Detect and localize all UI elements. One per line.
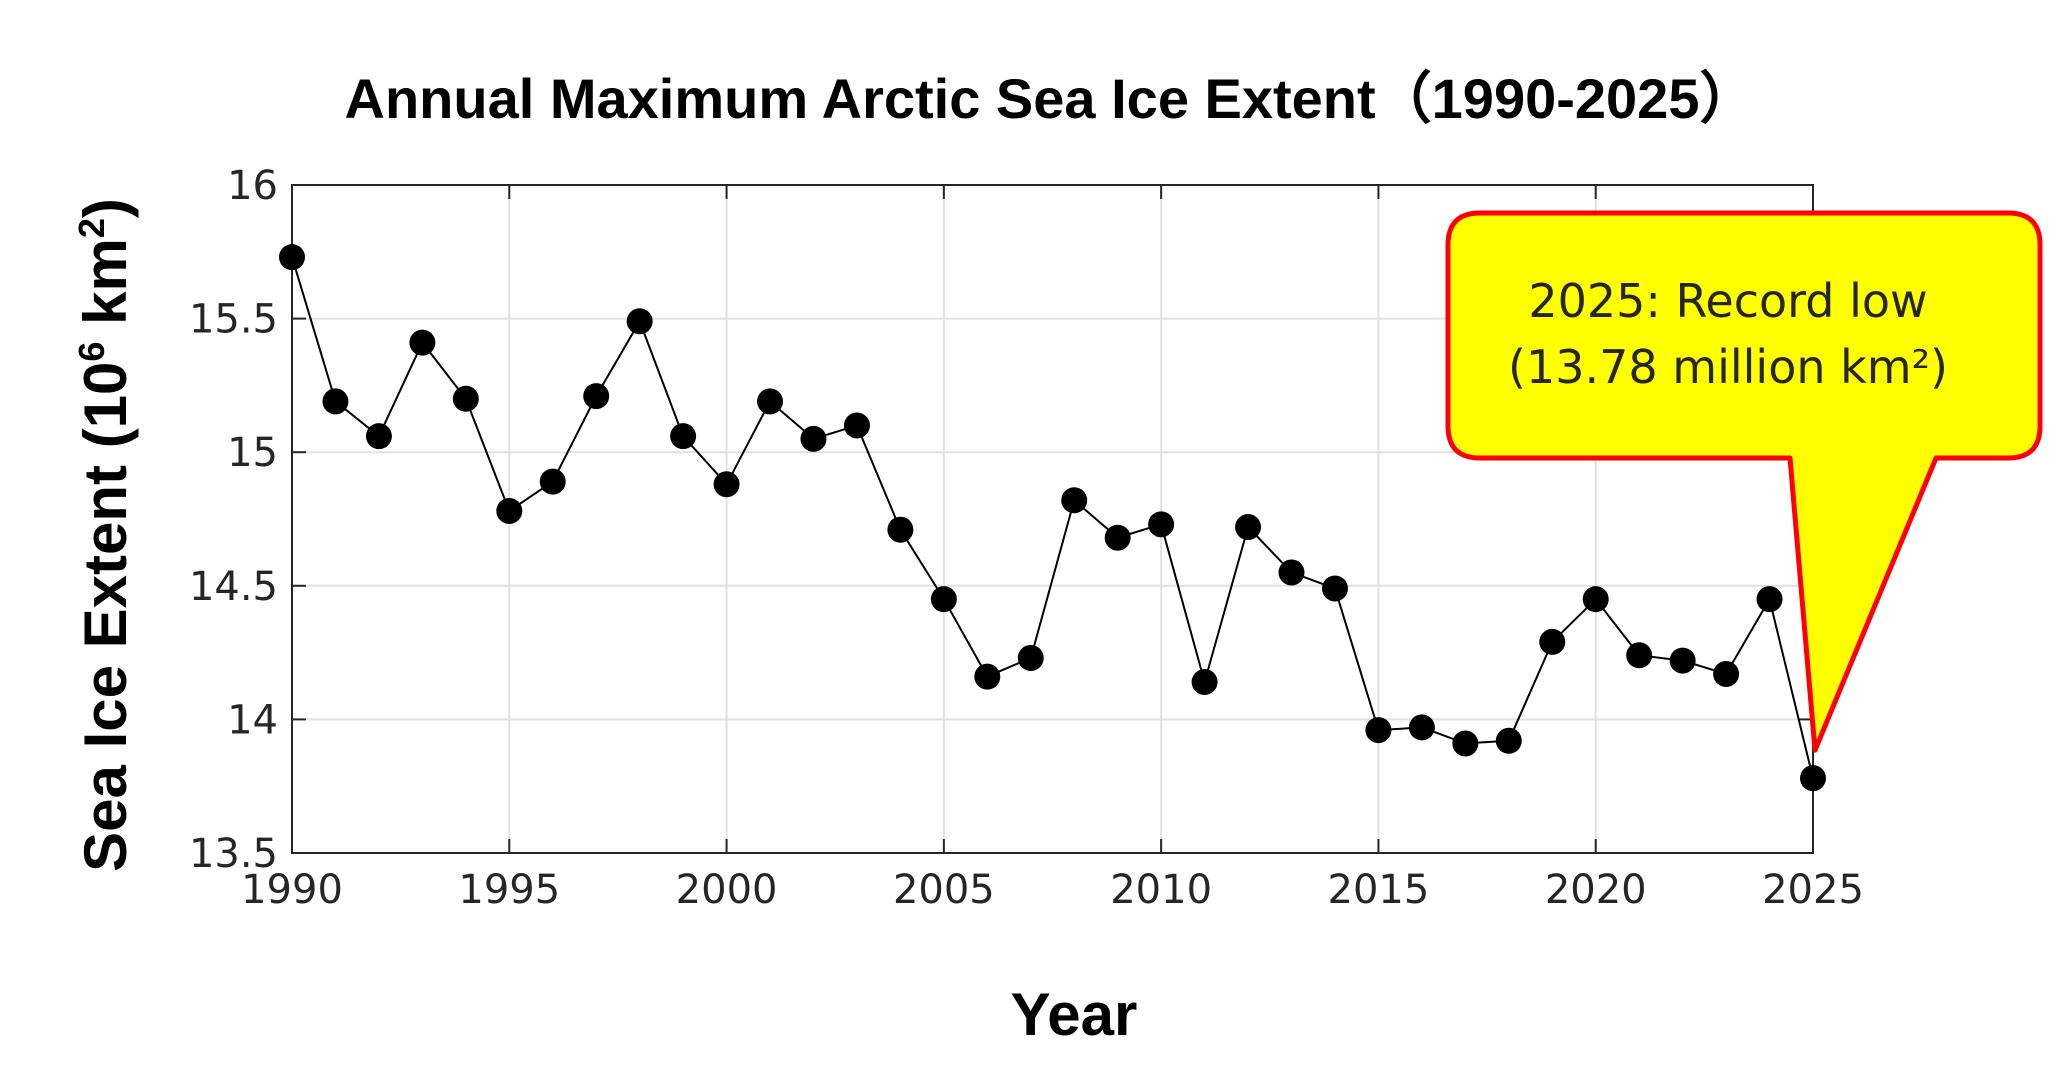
data-point — [930, 586, 957, 613]
data-point — [1539, 628, 1566, 655]
data-point — [670, 423, 697, 450]
y-axis-label-unit: km — [72, 238, 139, 341]
y-tick-label: 15.5 — [189, 297, 278, 343]
data-point — [1495, 727, 1522, 754]
data-point — [1235, 514, 1262, 541]
x-tick-label: 2000 — [676, 867, 778, 913]
callout-bubble — [1445, 210, 2043, 753]
y-axis-label-unit-exp: 2 — [71, 218, 112, 238]
callout-line-1: 2025: Record low — [1528, 274, 1927, 328]
y-axis-label-exp: 6 — [71, 342, 112, 362]
data-point — [1191, 668, 1218, 695]
callout-line-2: (13.78 million km²) — [1508, 340, 1948, 394]
x-tick-labels: 1990 1995 2000 2005 2010 2015 2020 2025 — [241, 867, 1864, 913]
data-point — [1800, 765, 1826, 792]
x-tick-label: 2015 — [1328, 867, 1430, 913]
data-point — [1061, 487, 1088, 514]
data-point — [583, 383, 610, 410]
data-point — [713, 471, 740, 498]
data-point — [322, 388, 349, 415]
data-point — [974, 663, 1001, 690]
data-point — [1104, 524, 1131, 551]
data-point — [1452, 730, 1479, 757]
data-point — [757, 388, 784, 415]
y-tick-labels: 13.5 14 14.5 15 15.5 16 — [189, 163, 278, 877]
y-axis-label-main: Sea Ice Extent (10 — [72, 362, 139, 872]
data-point — [800, 425, 827, 452]
data-point — [365, 423, 392, 450]
x-tick-label: 1990 — [241, 867, 343, 913]
x-tick-label: 2025 — [1762, 867, 1864, 913]
x-tick-label: 2020 — [1545, 867, 1647, 913]
data-point — [1626, 642, 1653, 669]
data-point — [1278, 559, 1305, 586]
x-axis-label: Year — [1011, 981, 1138, 1048]
y-tick-label: 14.5 — [189, 564, 278, 610]
data-point — [1017, 644, 1044, 671]
data-point — [626, 308, 653, 335]
data-point — [409, 329, 436, 356]
data-point — [1365, 717, 1392, 744]
callout: 2025: Record low (13.78 million km²) — [1445, 210, 2043, 753]
data-point — [843, 412, 870, 439]
y-axis-label: Sea Ice Extent (106 km2) — [71, 198, 139, 872]
data-point — [1669, 647, 1696, 674]
axis-ticks — [291, 184, 1814, 854]
data-point — [279, 244, 305, 271]
series-markers — [279, 244, 1826, 792]
y-axis-label-close: ) — [72, 198, 139, 218]
chart-title: Annual Maximum Arctic Sea Ice Extent（199… — [345, 67, 1756, 130]
y-tick-label: 14 — [227, 697, 278, 743]
data-point — [1408, 714, 1435, 741]
x-tick-label: 2010 — [1110, 867, 1212, 913]
data-point — [887, 516, 914, 543]
y-tick-label: 15 — [227, 430, 278, 476]
data-point — [1321, 575, 1348, 602]
x-tick-label: 1995 — [458, 867, 560, 913]
data-point — [1756, 586, 1783, 613]
x-tick-label: 2005 — [893, 867, 995, 913]
data-point — [539, 468, 566, 495]
y-tick-label: 16 — [227, 163, 278, 209]
data-point — [1148, 511, 1175, 538]
data-point — [496, 497, 523, 524]
data-point — [452, 385, 479, 412]
y-tick-label: 13.5 — [189, 831, 278, 877]
data-point — [1582, 586, 1609, 613]
data-point — [1713, 660, 1740, 687]
